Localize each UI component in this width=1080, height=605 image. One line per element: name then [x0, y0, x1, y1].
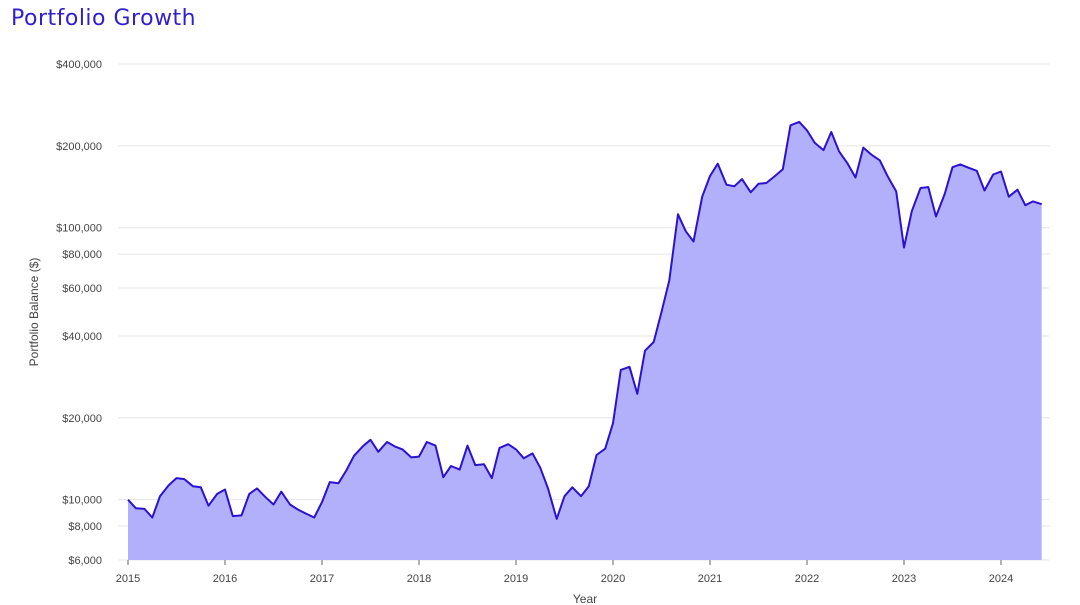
- y-tick-label: $60,000: [62, 283, 102, 295]
- y-tick-label: $100,000: [56, 223, 102, 235]
- series-line: [127, 120, 1043, 520]
- x-tick-label: 2018: [407, 573, 431, 585]
- x-tick-label: 2016: [213, 573, 237, 585]
- y-tick-label: $80,000: [62, 249, 102, 261]
- y-tick-label: $8,000: [68, 521, 102, 533]
- y-axis-title: Portfolio Balance ($): [27, 258, 41, 367]
- y-tick-label: $6,000: [68, 555, 102, 567]
- x-tick-label: 2015: [116, 573, 140, 585]
- y-tick-label: $10,000: [62, 495, 102, 507]
- area-fill: [128, 121, 1042, 561]
- x-tick-label: 2021: [698, 573, 722, 585]
- y-tick-label: $40,000: [62, 331, 102, 343]
- x-axis-title: Year: [573, 592, 597, 605]
- x-axis-ticks: 2015 2016 2017 2018 2019 2020 2021 2022 2023 2024: [116, 560, 1013, 585]
- x-tick-label: 2023: [892, 573, 916, 585]
- x-tick-label: 2022: [795, 573, 819, 585]
- y-axis-ticks: $400,000 $200,000 $100,000 $80,000 $60,000 $4…: [56, 59, 102, 567]
- x-tick-label: 2019: [504, 573, 528, 585]
- y-tick-label: $200,000: [56, 141, 102, 153]
- area-series: [127, 120, 1043, 561]
- x-tick-label: 2017: [310, 573, 334, 585]
- y-tick-label: $20,000: [62, 413, 102, 425]
- x-tick-label: 2020: [601, 573, 625, 585]
- x-tick-label: 2024: [989, 573, 1013, 585]
- y-tick-label: $400,000: [56, 59, 102, 71]
- chart-title: Portfolio Growth: [11, 6, 197, 31]
